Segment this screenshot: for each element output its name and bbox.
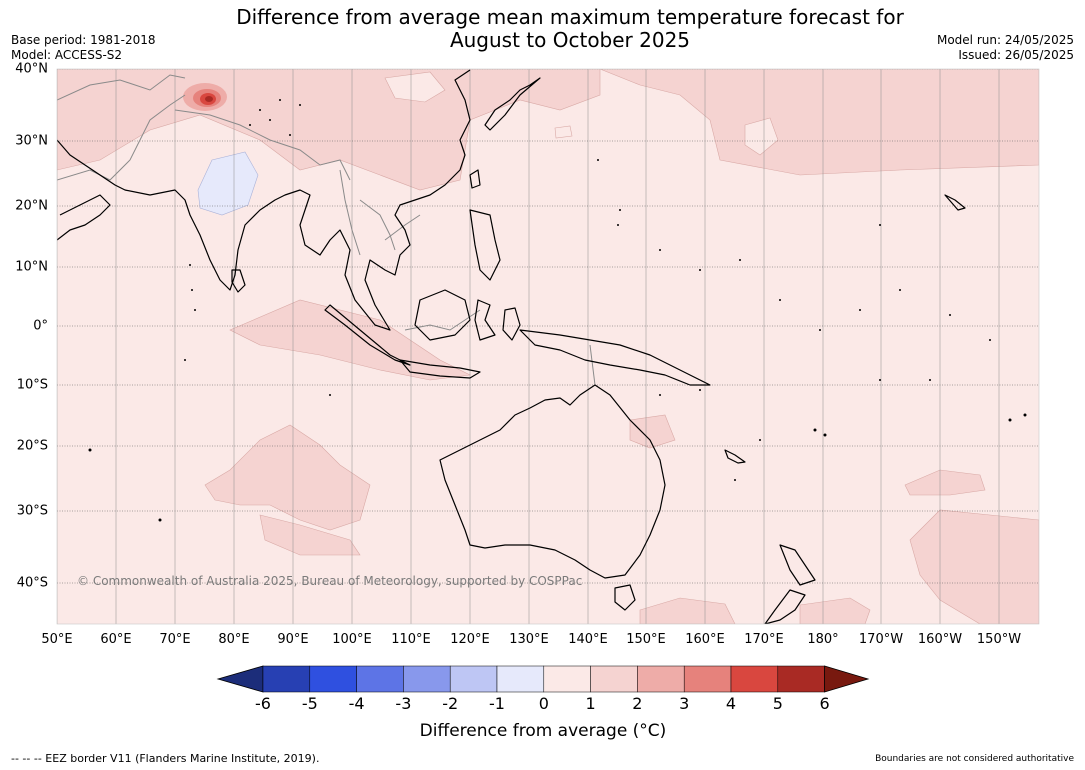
longitude-label: 150°W [976, 632, 1022, 647]
colorbar-bin [637, 665, 685, 693]
colorbar-label: Difference from average (°C) [419, 721, 667, 741]
colorbar-tick-label: -3 [395, 694, 412, 713]
eez-border-note: -- -- -- EEZ border V11 (Flanders Marine… [11, 752, 320, 765]
colorbar-tick-label: 1 [585, 694, 596, 713]
latitude-label: 30°S [16, 503, 48, 519]
colorbar-tick-label: -1 [489, 694, 505, 713]
colorbar [216, 665, 870, 693]
anomaly-negative-region [197, 151, 259, 216]
longitude-label: 70°E [159, 632, 191, 647]
colorbar-tick-label: 5 [772, 694, 783, 713]
colorbar-bin [683, 665, 732, 693]
longitude-label: 80°E [218, 632, 250, 647]
longitude-label: 170°W [858, 632, 904, 647]
longitude-label: 90°E [277, 632, 309, 647]
latitude-label: 0° [33, 318, 48, 334]
longitude-label: 120°E [450, 632, 490, 647]
boundaries-disclaimer: Boundaries are not considered authoritat… [875, 754, 1074, 764]
longitude-label: 130°E [509, 632, 549, 647]
colorbar-tick-label: 4 [725, 694, 737, 713]
colorbar-tick-label: 0 [538, 694, 549, 713]
latitude-label: 20°N [15, 198, 48, 214]
longitude-label: 60°E [100, 632, 132, 647]
colorbar-bin [449, 665, 498, 693]
colorbar-tick-label: -5 [301, 694, 318, 713]
map-title: Difference from average mean maximum tem… [140, 6, 1000, 52]
small-islands [88, 99, 1027, 522]
title-line-1: Difference from average mean maximum tem… [236, 5, 904, 29]
map-frame [56, 68, 1040, 625]
base-period: Base period: 1981-2018 [11, 33, 156, 47]
title-line-2: August to October 2025 [449, 28, 691, 52]
longitude-label: 50°E [41, 632, 73, 647]
longitude-label: 110°E [391, 632, 431, 647]
colorbar-bin [309, 665, 357, 693]
longitude-label: 140°E [568, 632, 608, 647]
longitude-label: 160°E [685, 632, 725, 647]
latitude-label: 10°S [16, 377, 48, 393]
meridians [57, 69, 1000, 624]
longitude-label: 170°E [744, 632, 784, 647]
latitude-label: 40°S [16, 575, 48, 591]
latitude-label: 20°S [16, 438, 48, 454]
colorbar-bin [543, 665, 591, 693]
colorbar-tick-label: 2 [632, 694, 643, 713]
colorbar-bin [590, 665, 638, 693]
latitude-label: 40°N [15, 61, 48, 77]
colorbar-bin [262, 665, 311, 693]
anomaly-0-1-cells [384, 71, 779, 156]
model-run: Model run: 24/05/2025 [936, 33, 1074, 47]
colorbar-tick-label: 6 [819, 694, 830, 713]
copyright-notice: © Commonwealth of Australia 2025, Bureau… [77, 574, 583, 588]
model-name: Model: ACCESS-S2 [11, 48, 123, 62]
longitude-label: 150°E [626, 632, 666, 647]
colorbar-tick-label: -2 [442, 694, 459, 713]
colorbar-tick-label: -6 [255, 694, 271, 713]
hotspot-region [183, 83, 227, 111]
colorbar-tick-label: 3 [679, 694, 690, 713]
colorbar-bin [777, 665, 825, 693]
colorbar-tick-label: -4 [348, 694, 365, 713]
meta-right: Model run: 24/05/2025 Issued: 26/05/2025 [937, 33, 1074, 63]
issued-date: Issued: 26/05/2025 [958, 48, 1074, 62]
latitude-label: 30°N [15, 133, 48, 149]
meta-left: Base period: 1981-2018 Model: ACCESS-S2 [11, 33, 156, 63]
colorbar-bin [496, 665, 545, 693]
colorbar-bin [730, 665, 779, 693]
colorbar-bin [403, 665, 451, 693]
longitude-label: 100°E [332, 632, 372, 647]
longitude-label: 160°W [917, 632, 963, 647]
parallels [57, 69, 1039, 584]
longitude-label: 180° [807, 632, 839, 647]
latitude-label: 10°N [15, 259, 48, 275]
colorbar-bin [356, 665, 404, 693]
colorbar-extend-high [824, 665, 870, 693]
coastlines [57, 69, 966, 624]
colorbar-extend-low [216, 665, 264, 693]
map-area [57, 69, 1039, 624]
